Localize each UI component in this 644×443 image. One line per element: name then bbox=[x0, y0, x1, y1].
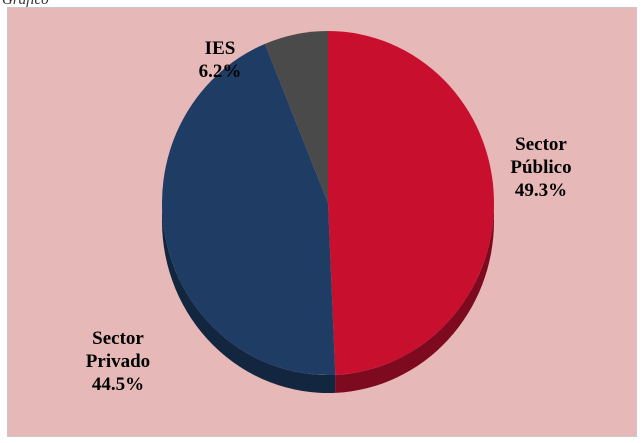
chart-frame: Sector Público 49.3% Sector Privado 44.5% IES 6… bbox=[7, 7, 637, 437]
slice-label-2: IES 6.2% bbox=[199, 38, 242, 82]
slice-label-1: Sector Privado 44.5% bbox=[86, 328, 150, 395]
pie-tops bbox=[161, 31, 495, 375]
pie-slice-0 bbox=[328, 31, 495, 375]
pie-slice-1 bbox=[161, 43, 336, 375]
slice-label-0: Sector Público 49.3% bbox=[510, 134, 571, 201]
header-fragment: Gráfico bbox=[2, 0, 49, 8]
pie-side-0 bbox=[335, 203, 494, 393]
pie-side-1 bbox=[162, 203, 336, 394]
pie-chart: Sector Público 49.3% Sector Privado 44.5% IES 6… bbox=[86, 31, 572, 395]
pie-slice-2 bbox=[264, 31, 328, 203]
pie-labels: Sector Público 49.3% Sector Privado 44.5% IES 6… bbox=[86, 38, 572, 395]
pie-sides bbox=[162, 203, 494, 394]
